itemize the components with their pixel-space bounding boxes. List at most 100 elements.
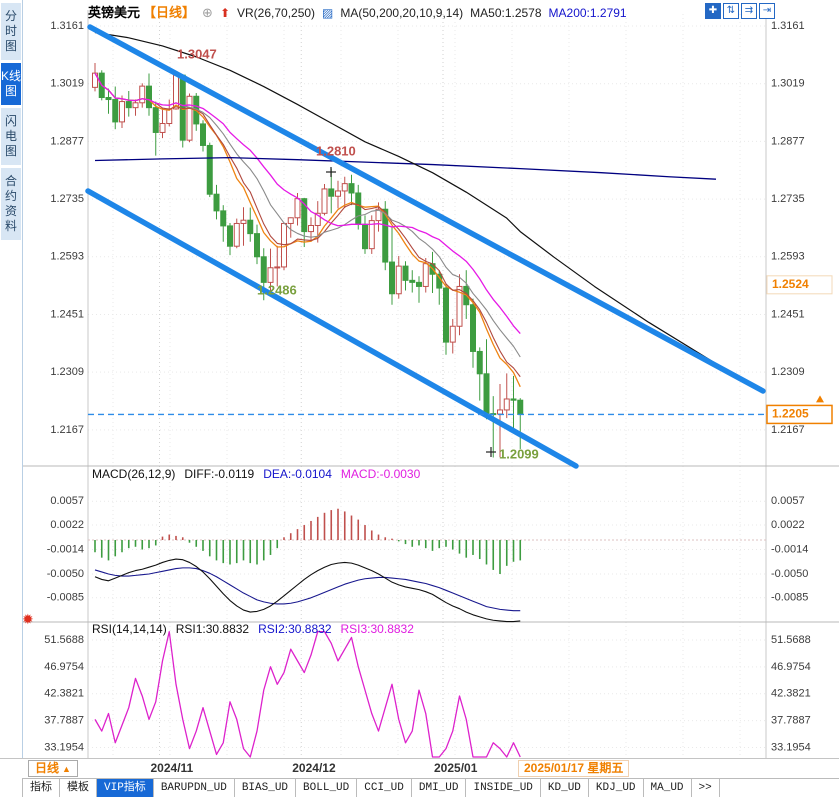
macd-axis-label-right: 0.0022 xyxy=(771,519,805,531)
macd-macd-value: MACD:-0.0030 xyxy=(340,467,421,481)
sidebar-tab-2[interactable]: K线图 xyxy=(1,63,21,105)
macd-axis-label-right: -0.0014 xyxy=(771,543,808,555)
sidebar-tab-1[interactable]: 分时图 xyxy=(1,3,21,60)
line-chart-icon[interactable]: ▨ xyxy=(322,6,334,20)
rsi3-value: RSI3:30.8832 xyxy=(340,622,414,636)
sidebar: 分时图 K线图闪电图合约资料 xyxy=(0,0,23,797)
candle-body xyxy=(139,85,146,104)
price-axis-label-right: 1.2735 xyxy=(771,193,805,205)
more-tabs-button[interactable]: >> xyxy=(691,779,720,797)
indicator-settings-icon[interactable]: ✹ xyxy=(22,611,34,627)
current-date-label: 2025/01/17 星期五 xyxy=(518,760,630,777)
indicator-tab-9[interactable]: INSIDE_UD xyxy=(466,779,541,797)
ma200-line xyxy=(94,156,717,180)
vr-indicator-label: VR(26,70,250) xyxy=(237,6,316,20)
chart-header: 英镑美元 【日线】 ⊕ ⬆ VR(26,70,250) ▨ MA(50,200,20,10,… xyxy=(88,2,634,21)
macd-axis-label-left: 0.0022 xyxy=(50,519,84,531)
candle-body xyxy=(166,108,173,125)
candle-body xyxy=(362,223,368,250)
rsi-panel-plot[interactable] xyxy=(88,635,766,758)
candle-body xyxy=(233,222,240,247)
new-window-icon[interactable]: ⇅ xyxy=(723,3,739,19)
candle-body xyxy=(314,212,321,226)
indicator-tab-1[interactable]: 指标 xyxy=(22,779,60,797)
candle-body xyxy=(146,85,152,109)
candle-body xyxy=(247,219,254,235)
sidebar-tab-3[interactable]: 闪电图 xyxy=(1,108,21,165)
trend-channel-line[interactable] xyxy=(85,188,579,469)
candle-body xyxy=(220,210,227,227)
candle-body xyxy=(186,95,193,141)
time-axis-row: 日线 ▲ 2025/01/17 星期五 2024/11 2024/12 2025/01 xyxy=(0,758,839,779)
price-axis-label-right: 1.2877 xyxy=(771,135,805,147)
candle-body xyxy=(294,198,301,219)
price-axis-label-right: 1.3161 xyxy=(771,20,805,32)
period-selector-button[interactable]: 日线 ▲ xyxy=(28,760,78,777)
trend-channel-line[interactable] xyxy=(87,24,766,394)
indicator-tab-7[interactable]: CCI_UD xyxy=(357,779,412,797)
indicator-tab-bar: 指标 模板 VIP指标 BARUPDN_UD BIAS_UD BOLL_UD CCI_UD D… xyxy=(22,778,839,797)
indicator-tab-10[interactable]: KD_UD xyxy=(540,779,589,797)
price-annotation: 1.2810 xyxy=(316,143,356,158)
candle-body xyxy=(402,265,409,281)
scroll-to-latest-icon[interactable]: ⇥ xyxy=(759,3,775,19)
candle-body xyxy=(260,256,267,283)
candle-body xyxy=(274,266,281,269)
indicator-tab-2[interactable]: 模板 xyxy=(60,779,97,797)
up-arrow-icon: ⬆ xyxy=(219,6,230,20)
open-chart-icon[interactable]: ⇉ xyxy=(741,3,757,19)
rsi-title: RSI(14,14,14) xyxy=(92,622,167,636)
indicator-tab-3[interactable]: VIP指标 xyxy=(97,779,154,797)
rsi-axis-label-right: 33.1954 xyxy=(771,741,811,753)
candle-body xyxy=(301,198,308,233)
indicator-tab-12[interactable]: MA_UD xyxy=(643,779,692,797)
candle-body xyxy=(200,123,206,146)
price-badge-box xyxy=(766,275,833,295)
macd-diff-line xyxy=(94,558,521,623)
rsi-header: RSI(14,14,14) RSI1:30.8832 RSI2:30.8832 RSI… xyxy=(92,622,423,636)
indicator-tab-4[interactable]: BARUPDN_UD xyxy=(153,779,235,797)
indicator-tab-6[interactable]: BOLL_UD xyxy=(296,779,358,797)
ma20-line xyxy=(94,72,521,334)
rsi-line xyxy=(94,630,521,758)
indicator-tab-5[interactable]: BIAS_UD xyxy=(234,779,297,797)
candle-body xyxy=(287,217,294,224)
macd-panel-plot[interactable] xyxy=(88,478,766,620)
indicator-tab-8[interactable]: DMI_UD xyxy=(411,779,467,797)
macd-axis-label-left: 0.0057 xyxy=(50,495,84,507)
indicator-tab-11[interactable]: KDJ_UD xyxy=(588,779,644,797)
price-axis-label-left: 1.2593 xyxy=(50,251,84,263)
price-axis-label-left: 1.2167 xyxy=(50,424,84,436)
price-axis-label-left: 1.3019 xyxy=(50,78,84,90)
candle-body xyxy=(517,399,524,415)
macd-diff-value: DIFF:-0.0119 xyxy=(184,467,255,481)
candle-body xyxy=(206,144,213,195)
circle-plus-icon[interactable]: ⊕ xyxy=(202,5,213,20)
candle-body xyxy=(267,267,274,283)
candle-body xyxy=(240,219,247,224)
move-chart-icon[interactable]: ✚ xyxy=(705,3,721,19)
period-selector-label: 日线 xyxy=(35,761,60,775)
candle-body xyxy=(213,193,220,212)
price-badge-box xyxy=(766,404,833,425)
sidebar-tab-4[interactable]: 合约资料 xyxy=(1,168,21,240)
macd-dea-value: DEA:-0.0104 xyxy=(263,467,332,481)
macd-title: MACD(26,12,9) xyxy=(92,467,176,481)
ma-group-label: MA(50,200,20,10,9,14) xyxy=(340,6,464,20)
candle-body xyxy=(483,373,490,415)
macd-axis-label-right: -0.0085 xyxy=(771,592,808,604)
price-annotation: 1.2099 xyxy=(499,446,539,461)
price-annotation: 1.3047 xyxy=(177,46,217,61)
macd-dea-line xyxy=(94,567,521,612)
candle-body xyxy=(119,101,125,123)
symbol-name: 英镑美元 xyxy=(88,5,141,20)
macd-axis-label-right: 0.0057 xyxy=(771,495,805,507)
period-label: 【日线】 xyxy=(143,5,196,20)
candle-body xyxy=(152,107,159,133)
price-axis-label-right: 1.2309 xyxy=(771,366,805,378)
triangle-up-icon: ▲ xyxy=(62,764,71,774)
candle-body xyxy=(368,220,375,250)
candle-body xyxy=(503,398,510,411)
price-axis-label-left: 1.2877 xyxy=(50,135,84,147)
